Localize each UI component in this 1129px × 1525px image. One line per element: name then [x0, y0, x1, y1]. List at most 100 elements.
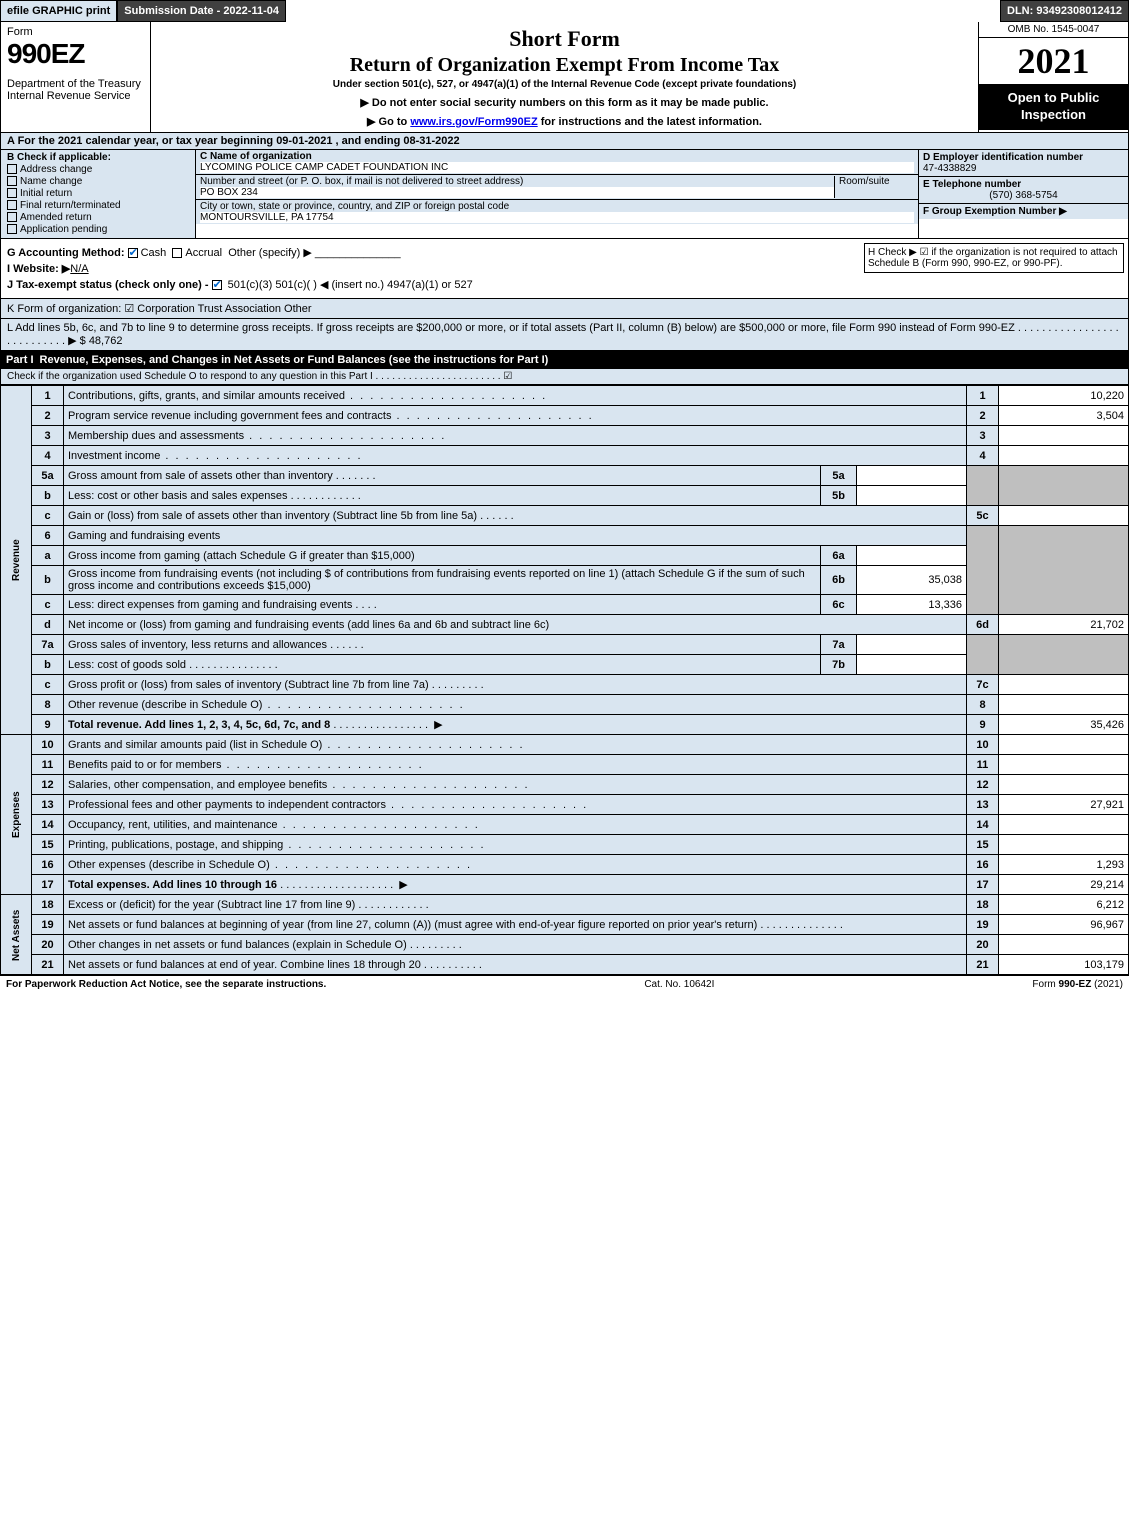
tax-year: 2021 [979, 38, 1128, 84]
row-6d: d Net income or (loss) from gaming and f… [1, 615, 1129, 635]
val-2: 3,504 [999, 406, 1129, 426]
row-14: 14 Occupancy, rent, utilities, and maint… [1, 815, 1129, 835]
row-5a: 5a Gross amount from sale of assets othe… [1, 466, 1129, 486]
row-15: 15 Printing, publications, postage, and … [1, 835, 1129, 855]
city-row: City or town, state or province, country… [196, 200, 918, 224]
part1-header: Part I Revenue, Expenses, and Changes in… [0, 351, 1129, 369]
header-right: OMB No. 1545-0047 2021 Open to Public In… [978, 22, 1128, 132]
short-form-title: Short Form [159, 26, 970, 52]
footer: For Paperwork Reduction Act Notice, see … [0, 975, 1129, 993]
efile-label: efile GRAPHIC print [0, 0, 117, 22]
row-7a: 7a Gross sales of inventory, less return… [1, 635, 1129, 655]
chk-initial[interactable]: Initial return [7, 188, 189, 199]
department: Department of the Treasury Internal Reve… [7, 78, 144, 102]
top-bar: efile GRAPHIC print Submission Date - 20… [0, 0, 1129, 22]
c-name-row: C Name of organization LYCOMING POLICE C… [196, 150, 918, 175]
chk-501c3[interactable] [212, 280, 222, 290]
row-4: 4 Investment income 4 [1, 446, 1129, 466]
row-19: 19 Net assets or fund balances at beginn… [1, 915, 1129, 935]
omb-no: OMB No. 1545-0047 [979, 22, 1128, 38]
d-ein: D Employer identification number 47-4338… [919, 150, 1128, 177]
city: MONTOURSVILLE, PA 17754 [200, 212, 914, 223]
expenses-side-label: Expenses [1, 735, 32, 895]
submission-date: Submission Date - 2022-11-04 [117, 0, 286, 22]
revenue-side-label: Revenue [1, 386, 32, 735]
part1-title: Revenue, Expenses, and Changes in Net As… [40, 354, 549, 366]
row-1: Revenue 1 Contributions, gifts, grants, … [1, 386, 1129, 406]
val-21: 103,179 [999, 955, 1129, 975]
footer-mid: Cat. No. 10642I [644, 979, 714, 990]
row-13: 13 Professional fees and other payments … [1, 795, 1129, 815]
part1-label: Part I [6, 354, 40, 366]
row-11: 11 Benefits paid to or for members 11 [1, 755, 1129, 775]
chk-accrual[interactable] [172, 248, 182, 258]
row-17: 17 Total expenses. Add lines 10 through … [1, 875, 1129, 895]
chk-final[interactable]: Final return/terminated [7, 200, 189, 211]
val-6b: 35,038 [857, 566, 967, 595]
f-group: F Group Exemption Number ▶ [919, 204, 1128, 219]
footer-left: For Paperwork Reduction Act Notice, see … [6, 979, 326, 990]
phone: (570) 368-5754 [923, 190, 1124, 201]
line-a: A For the 2021 calendar year, or tax yea… [0, 133, 1129, 150]
line-l: L Add lines 5b, 6c, and 7b to line 9 to … [0, 319, 1129, 351]
col-c: C Name of organization LYCOMING POLICE C… [196, 150, 918, 238]
form-number: 990EZ [7, 38, 144, 70]
form-header: Form 990EZ Department of the Treasury In… [0, 22, 1129, 133]
main-title: Return of Organization Exempt From Incom… [159, 54, 970, 77]
line-j: J Tax-exempt status (check only one) - 5… [7, 278, 1122, 291]
section-identity: B Check if applicable: Address change Na… [0, 150, 1129, 239]
website: N/A [70, 263, 88, 275]
row-21: 21 Net assets or fund balances at end of… [1, 955, 1129, 975]
row-3: 3 Membership dues and assessments 3 [1, 426, 1129, 446]
row-2: 2 Program service revenue including gove… [1, 406, 1129, 426]
ein: 47-4338829 [923, 163, 976, 174]
part1-table: Revenue 1 Contributions, gifts, grants, … [0, 385, 1129, 975]
notice-2: ▶ Go to www.irs.gov/Form990EZ for instru… [159, 115, 970, 128]
row-6c: c Less: direct expenses from gaming and … [1, 595, 1129, 615]
row-7c: c Gross profit or (loss) from sales of i… [1, 675, 1129, 695]
dln-label: DLN: 93492308012412 [1000, 0, 1129, 22]
row-20: 20 Other changes in net assets or fund b… [1, 935, 1129, 955]
header-left: Form 990EZ Department of the Treasury In… [1, 22, 151, 132]
address: PO BOX 234 [200, 187, 834, 198]
footer-right: Form 990-EZ (2021) [1032, 979, 1123, 990]
row-8: 8 Other revenue (describe in Schedule O)… [1, 695, 1129, 715]
form-word: Form [7, 26, 144, 38]
chk-name[interactable]: Name change [7, 176, 189, 187]
chk-address[interactable]: Address change [7, 164, 189, 175]
subtext: Under section 501(c), 527, or 4947(a)(1)… [159, 79, 970, 90]
val-17: 29,214 [999, 875, 1129, 895]
chk-amended[interactable]: Amended return [7, 212, 189, 223]
part1-sub: Check if the organization used Schedule … [0, 369, 1129, 385]
room-suite: Room/suite [834, 176, 914, 198]
val-18: 6,212 [999, 895, 1129, 915]
row-5b: b Less: cost or other basis and sales ex… [1, 486, 1129, 506]
val-16: 1,293 [999, 855, 1129, 875]
b-label: B Check if applicable: [7, 152, 111, 163]
col-d: D Employer identification number 47-4338… [918, 150, 1128, 238]
val-1: 10,220 [999, 386, 1129, 406]
chk-pending[interactable]: Application pending [7, 224, 189, 235]
row-9: 9 Total revenue. Add lines 1, 2, 3, 4, 5… [1, 715, 1129, 735]
col-b: B Check if applicable: Address change Na… [1, 150, 196, 238]
val-6c: 13,336 [857, 595, 967, 615]
chk-cash[interactable] [128, 248, 138, 258]
row-10: Expenses 10 Grants and similar amounts p… [1, 735, 1129, 755]
row-6b: b Gross income from fundraising events (… [1, 566, 1129, 595]
row-6: 6 Gaming and fundraising events [1, 526, 1129, 546]
row-18: Net Assets 18 Excess or (deficit) for th… [1, 895, 1129, 915]
header-center: Short Form Return of Organization Exempt… [151, 22, 978, 132]
irs-link[interactable]: www.irs.gov/Form990EZ [410, 116, 537, 128]
h-box: H Check ▶ ☑ if the organization is not r… [864, 243, 1124, 273]
row-5c: c Gain or (loss) from sale of assets oth… [1, 506, 1129, 526]
row-6a: a Gross income from gaming (attach Sched… [1, 546, 1129, 566]
val-9: 35,426 [999, 715, 1129, 735]
row-16: 16 Other expenses (describe in Schedule … [1, 855, 1129, 875]
notice-1: ▶ Do not enter social security numbers o… [159, 96, 970, 109]
line-k: K Form of organization: ☑ Corporation Tr… [0, 299, 1129, 319]
val-6d: 21,702 [999, 615, 1129, 635]
info-block: H Check ▶ ☑ if the organization is not r… [0, 239, 1129, 299]
netassets-side-label: Net Assets [1, 895, 32, 975]
open-public: Open to Public Inspection [979, 84, 1128, 130]
org-name: LYCOMING POLICE CAMP CADET FOUNDATION IN… [200, 162, 914, 173]
